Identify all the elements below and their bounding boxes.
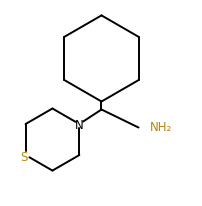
Text: S: S bbox=[20, 150, 27, 163]
Text: N: N bbox=[75, 118, 83, 131]
Text: NH₂: NH₂ bbox=[149, 121, 171, 134]
